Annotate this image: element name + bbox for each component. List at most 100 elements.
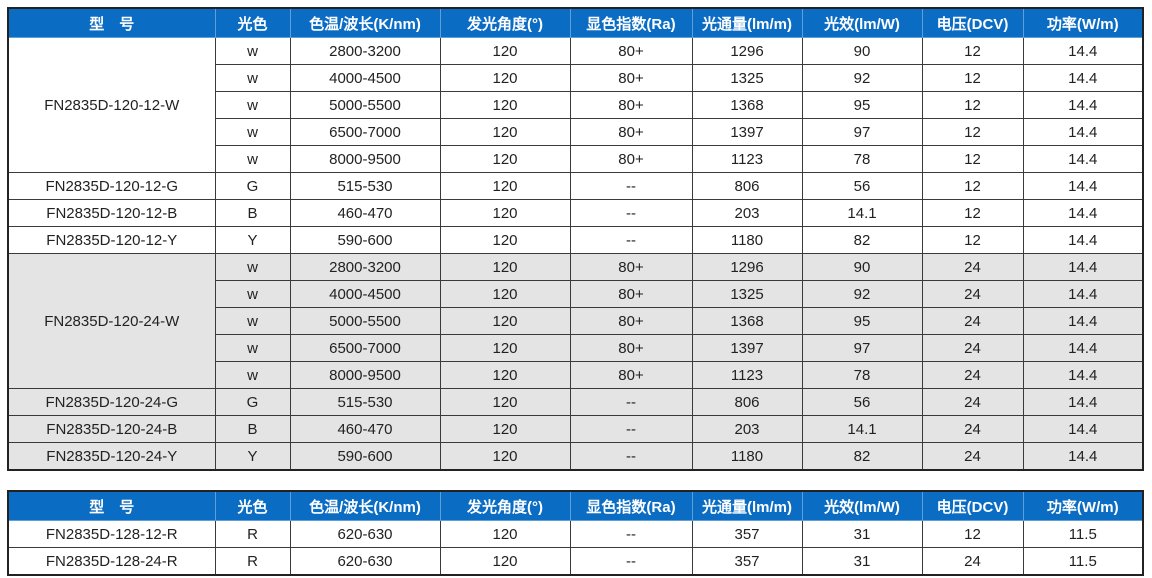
color-cell: R [214, 547, 291, 576]
main-table-body: FN2835D-120-12-W w 2800-3200 120 80+ 1296 90 12… [7, 37, 1144, 471]
color-cell: G [214, 388, 291, 416]
voltage-cell: 24 [921, 361, 1024, 389]
angle-cell: 120 [439, 64, 571, 92]
cct-cell: 6500-7000 [289, 334, 441, 362]
efficacy-cell: 14.1 [801, 199, 923, 227]
cri-cell: 80+ [569, 64, 693, 92]
header-row: 型 号 光色 色温/波长(K/nm) 发光角度(°) 显色指数(Ra) 光通量(… [7, 7, 1144, 38]
efficacy-cell: 95 [801, 307, 923, 335]
header-color: 光色 [214, 7, 291, 38]
power-cell: 14.4 [1022, 145, 1144, 173]
model-cell: FN2835D-120-24-Y [7, 442, 216, 471]
table-row: FN2835D-120-24-G G 515-530 120 -- 806 56 24 14.4 [7, 388, 1144, 416]
efficacy-cell: 82 [801, 226, 923, 254]
flux-cell: 806 [691, 388, 803, 416]
angle-cell: 120 [439, 172, 571, 200]
efficacy-cell: 92 [801, 280, 923, 308]
power-cell: 14.4 [1022, 172, 1144, 200]
cct-cell: 5000-5500 [289, 307, 441, 335]
color-cell: w [214, 118, 291, 146]
angle-cell: 120 [439, 334, 571, 362]
voltage-cell: 12 [921, 145, 1024, 173]
header-model: 型 号 [7, 7, 216, 38]
efficacy-cell: 56 [801, 388, 923, 416]
header-power: 功率(W/m) [1022, 7, 1144, 38]
model-cell: FN2835D-120-24-G [7, 388, 216, 416]
table-row: w 8000-9500 120 80+ 1123 78 24 14.4 [8, 361, 1144, 389]
color-cell: w [214, 334, 291, 362]
voltage-cell: 24 [921, 334, 1024, 362]
cct-cell: 5000-5500 [289, 91, 441, 119]
cct-cell: 590-600 [289, 226, 441, 254]
spec-table-red: 型 号 光色 色温/波长(K/nm) 发光角度(°) 显色指数(Ra) 光通量(… [7, 490, 1144, 576]
color-cell: w [214, 91, 291, 119]
power-cell: 14.4 [1022, 334, 1144, 362]
voltage-cell: 24 [921, 442, 1024, 471]
cri-cell: -- [569, 172, 693, 200]
color-cell: w [214, 307, 291, 335]
flux-cell: 1397 [691, 334, 803, 362]
cri-cell: -- [569, 388, 693, 416]
angle-cell: 120 [439, 520, 571, 548]
voltage-cell: 12 [921, 520, 1024, 548]
voltage-cell: 24 [921, 253, 1024, 281]
efficacy-cell: 90 [801, 37, 923, 65]
cri-cell: 80+ [569, 334, 693, 362]
angle-cell: 120 [439, 145, 571, 173]
model-cell: FN2835D-120-12-W [7, 37, 216, 173]
header-flux: 光通量(lm/m) [691, 490, 803, 521]
header-angle: 发光角度(°) [439, 490, 571, 521]
table-row: w 5000-5500 120 80+ 1368 95 12 14.4 [8, 91, 1144, 119]
cri-cell: -- [569, 520, 693, 548]
cri-cell: 80+ [569, 118, 693, 146]
power-cell: 11.5 [1022, 547, 1144, 576]
power-cell: 14.4 [1022, 361, 1144, 389]
model-cell: FN2835D-120-12-Y [7, 226, 216, 254]
power-cell: 14.4 [1022, 199, 1144, 227]
power-cell: 14.4 [1022, 64, 1144, 92]
color-cell: w [214, 361, 291, 389]
flux-cell: 203 [691, 415, 803, 443]
efficacy-cell: 14.1 [801, 415, 923, 443]
cri-cell: -- [569, 547, 693, 576]
cri-cell: 80+ [569, 91, 693, 119]
flux-cell: 357 [691, 520, 803, 548]
table-row: FN2835D-120-12-B B 460-470 120 -- 203 14.1 12 14… [7, 199, 1144, 227]
flux-cell: 1325 [691, 280, 803, 308]
voltage-cell: 12 [921, 64, 1024, 92]
flux-cell: 1325 [691, 64, 803, 92]
flux-cell: 1296 [691, 37, 803, 65]
table-row: FN2835D-120-12-W w 2800-3200 120 80+ 1296 90 12… [7, 37, 1144, 173]
flux-cell: 1123 [691, 361, 803, 389]
table-row: w 4000-4500 120 80+ 1325 92 12 14.4 [8, 64, 1144, 92]
power-cell: 14.4 [1022, 415, 1144, 443]
table-row: FN2835D-120-12-Y Y 590-600 120 -- 1180 82 12 14.… [7, 226, 1144, 254]
model-cell: FN2835D-120-12-G [7, 172, 216, 200]
voltage-cell: 24 [921, 280, 1024, 308]
voltage-cell: 24 [921, 547, 1024, 576]
angle-cell: 120 [439, 307, 571, 335]
power-cell: 14.4 [1022, 442, 1144, 471]
color-cell: w [214, 64, 291, 92]
table-row: w 6500-7000 120 80+ 1397 97 12 14.4 [8, 118, 1144, 146]
power-cell: 14.4 [1022, 307, 1144, 335]
cct-cell: 2800-3200 [289, 253, 441, 281]
voltage-cell: 24 [921, 415, 1024, 443]
header-cct: 色温/波长(K/nm) [289, 7, 441, 38]
cct-cell: 620-630 [289, 547, 441, 576]
efficacy-cell: 78 [801, 145, 923, 173]
flux-cell: 1296 [691, 253, 803, 281]
color-cell: B [214, 415, 291, 443]
efficacy-cell: 97 [801, 334, 923, 362]
cct-cell: 620-630 [289, 520, 441, 548]
efficacy-cell: 95 [801, 91, 923, 119]
cri-cell: 80+ [569, 280, 693, 308]
power-cell: 14.4 [1022, 280, 1144, 308]
color-cell: w [214, 37, 291, 65]
efficacy-cell: 82 [801, 442, 923, 471]
header-row: 型 号 光色 色温/波长(K/nm) 发光角度(°) 显色指数(Ra) 光通量(… [7, 490, 1144, 521]
color-cell: w [214, 145, 291, 173]
table-row: FN2835D-128-12-R R 620-630 120 -- 357 31 12 11.5 [7, 520, 1144, 548]
flux-cell: 1123 [691, 145, 803, 173]
table-row: w 5000-5500 120 80+ 1368 95 24 14.4 [8, 307, 1144, 335]
